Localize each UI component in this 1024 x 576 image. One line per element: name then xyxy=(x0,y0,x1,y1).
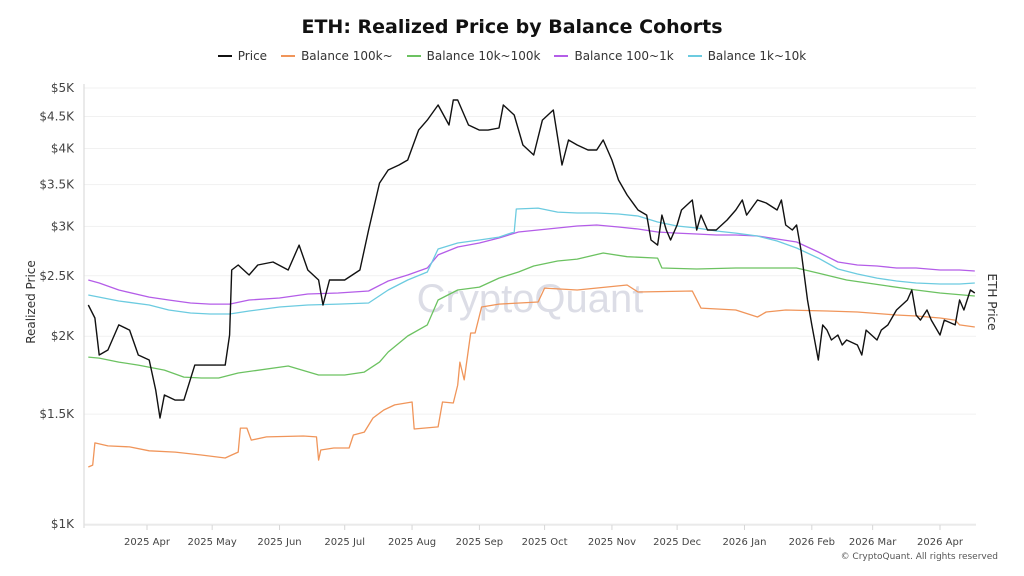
legend-label: Price xyxy=(237,49,268,63)
legend-item-100k[interactable]: Balance 100k~ xyxy=(281,49,393,63)
y-tick-label: $5K xyxy=(51,81,75,95)
series-line-balance-100-1k xyxy=(88,224,975,305)
legend: Price Balance 100k~ Balance 10k~100k Bal… xyxy=(0,49,1024,63)
y-tick-label: $3K xyxy=(51,219,75,233)
x-tick-label: 2025 Apr xyxy=(124,537,171,548)
y2-axis-label: ETH Price xyxy=(985,273,999,330)
y-tick-label: $1K xyxy=(51,517,75,531)
y-tick-label: $4K xyxy=(51,141,75,155)
series-line-balance-100k- xyxy=(88,284,975,468)
x-tick-label: 2025 Jul xyxy=(324,537,365,548)
x-tick-label: 2025 Oct xyxy=(522,537,568,548)
y-tick-label: $4.5K xyxy=(39,110,75,124)
legend-swatch xyxy=(281,55,296,57)
legend-item-price[interactable]: Price xyxy=(217,49,268,63)
legend-item-100-1k[interactable]: Balance 100~1k xyxy=(554,49,674,63)
legend-swatch xyxy=(217,55,232,57)
y-tick-label: $1.5K xyxy=(39,407,75,421)
legend-label: Balance 100k~ xyxy=(301,49,393,63)
legend-label: Balance 10k~100k xyxy=(426,49,541,63)
legend-item-1k-10k[interactable]: Balance 1k~10k xyxy=(687,49,807,63)
copyright: © CryptoQuant. All rights reserved xyxy=(840,552,998,562)
y-axis-label: Realized Price xyxy=(24,260,38,344)
chart-title: ETH: Realized Price by Balance Cohorts xyxy=(301,16,723,38)
series-line-balance-1k-10k xyxy=(88,207,975,315)
x-tick-label: 2025 Aug xyxy=(388,537,436,548)
x-tick-label: 2026 Mar xyxy=(849,537,897,548)
x-tick-label: 2026 Apr xyxy=(917,537,964,548)
legend-item-10k-100k[interactable]: Balance 10k~100k xyxy=(406,49,541,63)
x-tick-label: 2025 Nov xyxy=(588,537,636,548)
x-tick-label: 2025 Jun xyxy=(257,537,301,548)
legend-label: Balance 100~1k xyxy=(574,49,674,63)
y-tick-label: $2K xyxy=(51,329,75,343)
y-tick-label: $2.5K xyxy=(39,269,75,283)
legend-swatch xyxy=(687,55,702,57)
x-tick-label: 2025 Sep xyxy=(456,537,503,548)
x-tick-label: 2026 Jan xyxy=(722,537,766,548)
legend-label: Balance 1k~10k xyxy=(707,49,807,63)
series-line-balance-10k-100k xyxy=(88,252,975,379)
watermark: CryptoQuant xyxy=(417,277,644,321)
y-tick-label: $3.5K xyxy=(39,178,75,192)
series-line-price xyxy=(87,99,976,419)
x-tick-label: 2025 Dec xyxy=(653,537,701,548)
legend-swatch xyxy=(406,55,421,57)
x-tick-label: 2026 Feb xyxy=(789,537,835,548)
x-tick-label: 2025 May xyxy=(188,537,237,548)
legend-swatch xyxy=(554,55,569,57)
